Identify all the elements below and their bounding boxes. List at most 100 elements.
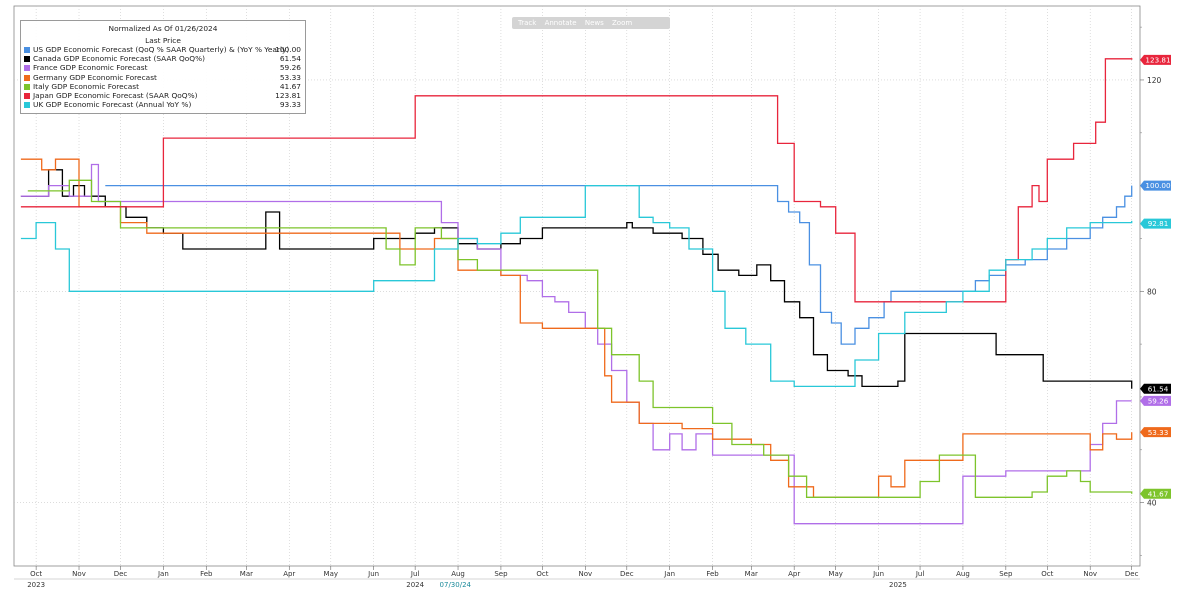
- end-flag-shape: [1140, 383, 1171, 394]
- legend-swatch: [24, 92, 30, 99]
- legend-series-value: 123.81: [275, 90, 301, 100]
- x-tick-label: May: [324, 570, 338, 578]
- axes: Oct Nov Dec Jan Feb Mar Apr May Jun Jul Aug Sep Oct N…: [14, 26, 1162, 589]
- date-marker-label: 07/30/24: [440, 581, 472, 589]
- legend-swatch: [24, 65, 30, 72]
- end-value-flag: 123.81: [1140, 54, 1171, 65]
- end-flag-text: 61.54: [1148, 384, 1169, 393]
- x-tick-label: Aug: [451, 570, 465, 578]
- end-flag-shape: [1140, 218, 1171, 229]
- end-flag-shape: [1140, 395, 1171, 406]
- x-tick-label: Jan: [157, 570, 169, 578]
- news-button[interactable]: News: [584, 19, 604, 27]
- end-flag-text: 92.81: [1148, 219, 1169, 228]
- legend-rows: US GDP Economic Forecast (QoQ % SAAR Qua…: [21, 45, 305, 109]
- legend-series-value: 61.54: [279, 54, 301, 64]
- series-line: [20, 158, 1133, 498]
- series-line: [105, 184, 1133, 345]
- legend-series-value: 53.33: [279, 72, 301, 82]
- chart-toolbar: Track Annotate News Zoom: [512, 17, 670, 29]
- legend-entry: Canada GDP Economic Forecast (SAAR QoQ%)…: [21, 54, 305, 63]
- legend-series-name: US GDP Economic Forecast (QoQ % SAAR Qua…: [33, 45, 290, 54]
- y-tick-label: 40: [1147, 499, 1157, 508]
- zoom-button[interactable]: Zoom: [611, 19, 633, 27]
- legend-series-name: Japan GDP Economic Forecast (SAAR QoQ%): [33, 90, 198, 100]
- x-tick-label: Dec: [1125, 570, 1139, 578]
- x-tick-label: Apr: [788, 570, 800, 578]
- legend-swatch: [24, 74, 30, 81]
- year-label: 2024: [406, 581, 424, 589]
- end-value-flag: 53.33: [1140, 427, 1171, 438]
- x-tick-label: Oct: [1041, 570, 1053, 578]
- x-tick-label: Apr: [283, 570, 295, 578]
- end-value-flag: 61.54: [1140, 383, 1171, 394]
- x-tick-label: Dec: [620, 570, 634, 578]
- end-value-flag: 59.26: [1140, 395, 1171, 406]
- x-tick-label: Oct: [536, 570, 548, 578]
- series-line: [20, 184, 1133, 388]
- legend-title: Normalized As Of 01/26/2024: [108, 24, 218, 33]
- end-flag-text: 41.67: [1148, 489, 1169, 498]
- x-tick-label: Nov: [1083, 570, 1097, 578]
- series-line: [27, 179, 1133, 498]
- series-lines: [20, 58, 1133, 525]
- legend-subtitle: Last Price: [145, 36, 181, 45]
- legend-series-name: Germany GDP Economic Forecast: [33, 72, 157, 82]
- end-value-flag: 41.67: [1140, 488, 1171, 499]
- x-tick-label: May: [828, 570, 842, 578]
- x-tick-label: Feb: [200, 570, 213, 578]
- end-flag-text: 59.26: [1148, 396, 1169, 405]
- x-tick-label: Mar: [745, 570, 758, 578]
- x-tick-label: Jun: [872, 570, 884, 578]
- legend-entry: Italy GDP Economic Forecast 41.67: [21, 82, 305, 91]
- legend-swatch: [24, 47, 30, 53]
- legend-series-name: Canada GDP Economic Forecast (SAAR QoQ%): [33, 54, 206, 64]
- end-value-flag: 92.81: [1140, 218, 1171, 229]
- x-tick-label: Nov: [578, 570, 592, 578]
- legend-series-value: 93.33: [279, 100, 301, 110]
- legend-swatch: [24, 83, 30, 90]
- legend-series-name: Italy GDP Economic Forecast: [33, 81, 140, 91]
- x-tick-label: Nov: [72, 570, 86, 578]
- end-flag-text: 53.33: [1148, 428, 1169, 437]
- end-flag-shape: [1140, 427, 1171, 438]
- legend: Normalized As Of 01/26/2024 Last Price U…: [20, 20, 306, 114]
- legend-series-name: UK GDP Economic Forecast (Annual YoY %): [33, 100, 192, 110]
- legend-series-name: France GDP Economic Forecast: [33, 63, 148, 73]
- x-tick-label: Jun: [367, 570, 379, 578]
- x-tick-label: Mar: [240, 570, 253, 578]
- x-tick-label: Jul: [915, 570, 925, 578]
- legend-entry: Japan GDP Economic Forecast (SAAR QoQ%) 1…: [21, 91, 305, 100]
- legend-series-value: 41.67: [279, 81, 301, 91]
- x-tick-label: Jul: [410, 570, 420, 578]
- legend-swatch: [24, 102, 30, 109]
- y-tick-label: 80: [1147, 287, 1157, 296]
- end-flag-shape: [1140, 488, 1171, 499]
- x-tick-label: Sep: [494, 570, 508, 578]
- legend-entry: UK GDP Economic Forecast (Annual YoY %) 9…: [21, 100, 305, 109]
- end-flag-shape: [1140, 180, 1171, 191]
- end-labels: 123.81 100.00 92.81 61.54 59.26 53.33 41.67: [1140, 54, 1171, 499]
- x-tick-label: Sep: [999, 570, 1013, 578]
- legend-entry: Germany GDP Economic Forecast 53.33: [21, 73, 305, 82]
- year-label: 2023: [27, 581, 45, 589]
- x-tick-label: Oct: [30, 570, 42, 578]
- legend-entry: US GDP Economic Forecast (QoQ % SAAR Qua…: [21, 45, 305, 54]
- legend-series-value: 59.26: [279, 63, 301, 73]
- legend-swatch: [24, 56, 30, 63]
- legend-entry: France GDP Economic Forecast 59.26: [21, 63, 305, 72]
- end-flag-text: 100.00: [1145, 181, 1171, 190]
- end-flag-shape: [1140, 54, 1171, 65]
- series-line: [20, 163, 1132, 525]
- y-tick-label: 120: [1147, 76, 1162, 85]
- x-tick-label: Feb: [706, 570, 719, 578]
- end-value-flag: 100.00: [1140, 180, 1171, 191]
- year-label: 2025: [889, 581, 907, 589]
- x-tick-label: Dec: [114, 570, 128, 578]
- x-tick-label: Aug: [956, 570, 970, 578]
- annotate-button[interactable]: Annotate: [544, 19, 577, 27]
- track-button[interactable]: Track: [518, 19, 537, 27]
- end-flag-text: 123.81: [1145, 55, 1170, 64]
- x-tick-label: Jan: [663, 570, 675, 578]
